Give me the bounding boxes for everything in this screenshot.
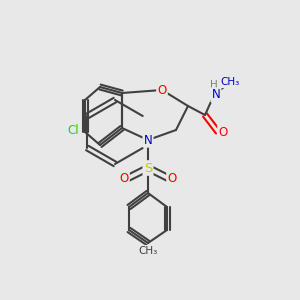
Text: O: O <box>167 172 177 184</box>
Text: N: N <box>212 88 220 101</box>
Text: O: O <box>158 83 166 97</box>
Text: H: H <box>210 80 218 90</box>
Text: S: S <box>144 161 152 175</box>
Text: CH₃: CH₃ <box>138 246 158 256</box>
Text: CH₃: CH₃ <box>220 77 240 87</box>
Text: O: O <box>218 125 228 139</box>
Text: O: O <box>119 172 129 184</box>
Text: Cl: Cl <box>67 124 79 136</box>
Text: N: N <box>144 134 152 146</box>
